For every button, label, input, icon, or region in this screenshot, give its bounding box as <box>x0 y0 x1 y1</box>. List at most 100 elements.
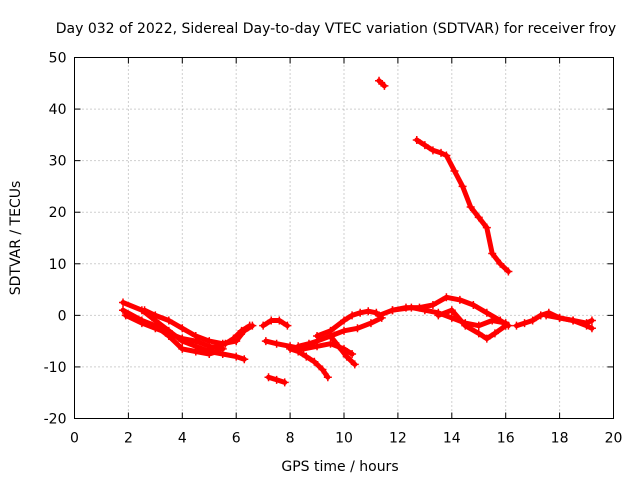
x-tick-label: 14 <box>443 431 461 447</box>
y-tick-label: 20 <box>49 205 67 221</box>
data-point-marker <box>380 81 389 90</box>
data-series <box>119 76 596 387</box>
data-point-marker <box>569 316 578 325</box>
x-tick-labels: 0 2 4 6 8 10 12 14 16 18 20 <box>70 431 622 447</box>
data-point-marker <box>229 334 238 343</box>
data-point-marker <box>318 365 327 374</box>
chart-title: Day 032 of 2022, Sidereal Day-to-day VTE… <box>56 21 616 37</box>
grid-lines <box>74 57 614 419</box>
data-point-marker <box>366 319 375 328</box>
y-tick-label: -20 <box>44 412 67 428</box>
data-point-marker <box>342 352 351 361</box>
data-point-marker <box>213 342 222 351</box>
data-point-marker <box>542 311 551 320</box>
series-arc-k <box>313 307 381 340</box>
series-arc-i <box>286 344 332 382</box>
series-arc-f <box>264 373 289 387</box>
data-point-marker <box>323 373 332 382</box>
y-axis-label: SDTVAR / TECUs <box>8 181 24 296</box>
y-tick-label: 50 <box>49 51 67 67</box>
data-point-marker <box>496 259 505 268</box>
series-trace <box>120 300 247 362</box>
data-point-marker <box>488 316 497 325</box>
y-tick-label: 30 <box>49 154 67 170</box>
axis-ticks <box>74 57 614 419</box>
series-trace <box>260 318 290 329</box>
data-point-marker <box>340 326 348 335</box>
data-point-marker <box>474 321 483 330</box>
y-tick-label: 10 <box>49 257 67 273</box>
data-point-marker <box>375 76 384 85</box>
data-point-marker <box>437 148 446 157</box>
x-tick-label: 10 <box>335 431 353 447</box>
x-tick-label: 16 <box>497 431 515 447</box>
series-arc-q <box>434 306 510 343</box>
x-tick-label: 0 <box>70 431 79 447</box>
data-point-marker <box>294 342 303 351</box>
data-point-marker <box>520 319 529 328</box>
data-point-marker <box>375 311 384 320</box>
data-point-marker <box>528 316 537 325</box>
data-point-marker <box>245 321 254 330</box>
data-point-marker <box>205 344 214 353</box>
data-point-marker <box>326 331 335 340</box>
data-point-marker <box>504 267 513 276</box>
data-point-marker <box>501 321 510 330</box>
data-point-marker <box>587 316 596 325</box>
data-point-marker <box>164 316 173 325</box>
data-point-marker <box>272 375 281 384</box>
data-point-marker <box>474 213 483 222</box>
x-tick-label: 2 <box>124 431 133 447</box>
data-point-marker <box>275 316 284 325</box>
data-point-marker <box>428 301 437 310</box>
data-point-marker <box>388 306 397 315</box>
data-point-marker <box>237 326 246 335</box>
x-tick-label: 6 <box>232 431 241 447</box>
series-trace <box>328 333 358 367</box>
data-point-marker <box>474 329 483 338</box>
data-point-marker <box>353 324 362 333</box>
data-point-marker <box>340 316 348 325</box>
series-arc-g <box>259 316 292 330</box>
data-point-marker <box>326 339 335 348</box>
data-point-marker <box>286 344 295 353</box>
data-point-marker <box>232 352 241 361</box>
data-point-marker <box>488 249 497 258</box>
data-point-marker <box>267 316 276 325</box>
data-point-marker <box>259 321 268 330</box>
data-point-marker <box>164 329 173 338</box>
data-point-marker <box>434 311 443 320</box>
data-point-marker <box>302 352 311 361</box>
data-point-marker <box>178 344 187 353</box>
x-tick-label: 4 <box>178 431 187 447</box>
data-point-marker <box>280 378 289 387</box>
data-point-marker <box>348 350 357 359</box>
series-arc-e <box>205 321 254 353</box>
data-point-marker <box>119 298 128 307</box>
x-tick-label: 12 <box>389 431 407 447</box>
data-point-marker <box>512 321 521 330</box>
data-point-marker <box>119 306 128 315</box>
data-point-marker <box>304 339 313 348</box>
data-point-marker <box>447 313 456 322</box>
data-point-marker <box>482 223 491 232</box>
data-point-marker <box>482 308 491 317</box>
x-tick-label: 18 <box>551 431 569 447</box>
data-point-marker <box>587 324 596 333</box>
y-tick-label: 40 <box>49 102 67 118</box>
x-axis-label: GPS time / hours <box>281 459 398 475</box>
data-point-marker <box>412 136 421 145</box>
data-point-marker <box>420 141 429 150</box>
data-point-marker <box>272 339 281 348</box>
data-point-marker <box>490 329 499 338</box>
data-point-marker <box>283 321 292 330</box>
data-point-marker <box>151 324 160 333</box>
series-trace <box>142 307 255 347</box>
y-tick-labels: -20 -10 0 10 20 30 40 50 <box>44 51 67 428</box>
data-point-marker <box>140 306 149 315</box>
data-point-marker <box>191 331 200 340</box>
series-trace <box>123 312 226 352</box>
data-point-marker <box>447 306 456 315</box>
data-point-marker <box>261 337 270 346</box>
